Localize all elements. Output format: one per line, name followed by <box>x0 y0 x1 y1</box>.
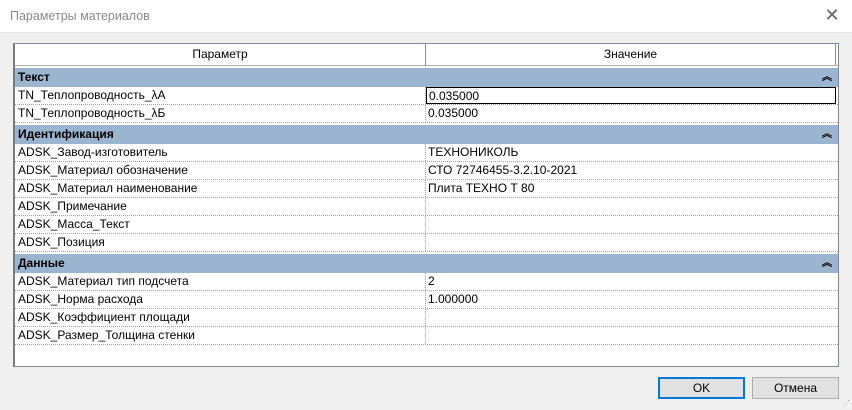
parameter-name: ADSK_Норма расхода <box>15 291 426 308</box>
table-row[interactable]: ADSK_Материал тип подсчета 2 <box>15 273 838 291</box>
grid-header: Параметр Значение <box>15 44 838 66</box>
parameter-value[interactable] <box>426 234 836 251</box>
table-row[interactable]: ADSK_Позиция <box>15 234 838 252</box>
parameter-value[interactable]: 2 <box>428 274 435 288</box>
double-chevron-up-icon[interactable]: ︽ <box>822 72 832 83</box>
parameter-name: TN_Теплопроводность_λБ <box>15 105 426 122</box>
parameter-name: TN_Теплопроводность_λА <box>15 87 426 104</box>
table-row[interactable]: ADSK_Материал обозначение СТО 72746455-3.… <box>15 162 838 180</box>
parameter-name: ADSK_Коэффициент площади <box>15 309 426 326</box>
parameter-name: ADSK_Позиция <box>15 234 426 251</box>
double-chevron-up-icon[interactable]: ︽ <box>822 129 832 140</box>
group-name: Текст <box>18 70 50 84</box>
resize-grip-icon[interactable]: ⋰ <box>842 399 850 408</box>
parameter-value[interactable] <box>426 216 836 233</box>
ok-button[interactable]: OK <box>658 377 745 399</box>
parameter-name: ADSK_Примечание <box>15 198 426 215</box>
table-row[interactable]: ADSK_Завод-изготовитель ТЕХНОНИКОЛЬ <box>15 144 838 162</box>
parameter-name: ADSK_Размер_Толщина стенки <box>15 327 426 344</box>
group-name: Идентификация <box>18 127 114 141</box>
group-name: Данные <box>18 256 65 270</box>
parameter-name: ADSK_Масса_Текст <box>15 216 426 233</box>
column-header-parameter[interactable]: Параметр <box>15 44 426 65</box>
parameter-value[interactable]: 1.000000 <box>428 292 479 306</box>
parameter-value[interactable]: 0.035000 <box>426 87 836 104</box>
parameter-value[interactable] <box>426 309 836 326</box>
double-chevron-up-icon[interactable]: ︽ <box>822 258 832 269</box>
parameter-name: ADSK_Завод-изготовитель <box>15 144 426 161</box>
group-header[interactable]: Идентификация ︽ <box>15 125 838 144</box>
group-header[interactable]: Данные ︽ <box>15 254 838 273</box>
window-title: Параметры материалов <box>10 9 150 23</box>
parameter-value[interactable] <box>426 327 836 344</box>
parameter-value[interactable]: Плита ТЕХНО Т 80 <box>428 181 535 195</box>
parameter-value[interactable]: ТЕХНОНИКОЛЬ <box>428 145 519 159</box>
parameter-value[interactable] <box>426 198 836 215</box>
table-row[interactable]: ADSK_Примечание <box>15 198 838 216</box>
title-bar: Параметры материалов ✕ <box>0 0 852 33</box>
parameter-value[interactable]: 0.035000 <box>428 106 479 120</box>
column-header-value[interactable]: Значение <box>426 44 836 65</box>
table-row[interactable]: TN_Теплопроводность_λБ 0.035000 <box>15 105 838 123</box>
table-row[interactable]: TN_Теплопроводность_λА 0.035000 <box>15 87 838 105</box>
parameter-value[interactable]: СТО 72746455-3.2.10-2021 <box>428 163 578 177</box>
cancel-button[interactable]: Отмена <box>752 377 839 399</box>
parameter-name: ADSK_Материал наименование <box>15 180 426 197</box>
table-row[interactable]: ADSK_Масса_Текст <box>15 216 838 234</box>
parameter-name: ADSK_Материал тип подсчета <box>15 273 426 290</box>
parameter-name: ADSK_Материал обозначение <box>15 162 426 179</box>
table-row[interactable]: ADSK_Норма расхода 1.000000 <box>15 291 838 309</box>
table-row[interactable]: ADSK_Размер_Толщина стенки <box>15 327 838 345</box>
table-row[interactable]: ADSK_Коэффициент площади <box>15 309 838 327</box>
parameters-grid: Параметр Значение Текст ︽ TN_Теплопроводно… <box>13 43 839 367</box>
group-header[interactable]: Текст ︽ <box>15 68 838 87</box>
table-row[interactable]: ADSK_Материал наименование Плита ТЕХНО Т … <box>15 180 838 198</box>
close-icon[interactable]: ✕ <box>824 5 840 25</box>
